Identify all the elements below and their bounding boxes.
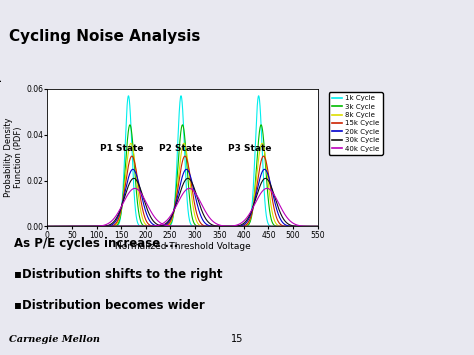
Text: Carnegie Mellon: Carnegie Mellon (9, 334, 100, 344)
Text: P1 State: P1 State (100, 144, 144, 153)
Legend: 1k Cycle, 3k Cycle, 8k Cycle, 15k Cycle, 20k Cycle, 30k Cycle, 40k Cycle: 1k Cycle, 3k Cycle, 8k Cycle, 15k Cycle,… (329, 92, 383, 154)
Text: P2 State: P2 State (159, 144, 203, 153)
Text: 15: 15 (231, 334, 243, 344)
Text: ▪Distribution shifts to the right: ▪Distribution shifts to the right (14, 268, 223, 281)
X-axis label: Normalized Threshold Voltage: Normalized Threshold Voltage (115, 242, 250, 251)
Text: P3 State: P3 State (228, 144, 272, 153)
Text: Cycling Noise Analysis: Cycling Noise Analysis (9, 29, 201, 44)
Y-axis label: Probability Density
Function (PDF): Probability Density Function (PDF) (4, 118, 23, 197)
Text: As P/E cycles increase ...: As P/E cycles increase ... (14, 237, 179, 250)
Text: ▪Distribution becomes wider: ▪Distribution becomes wider (14, 299, 205, 312)
